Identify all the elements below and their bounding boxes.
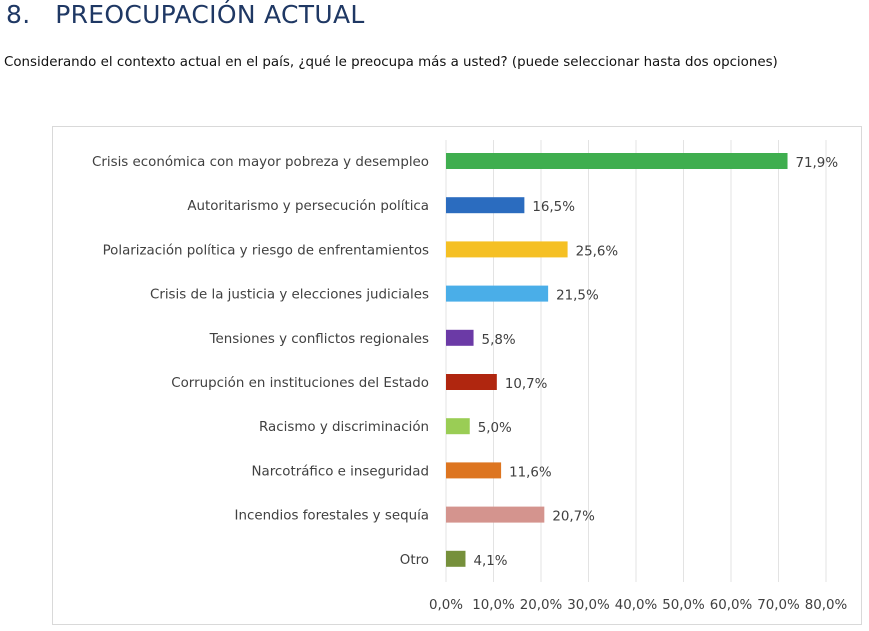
category-label: Otro	[400, 553, 429, 568]
data-label: 5,0%	[478, 421, 512, 436]
category-label: Corrupción en instituciones del Estado	[171, 375, 429, 391]
bar	[446, 329, 474, 346]
bar	[446, 153, 788, 169]
x-tick-label: 20,0%	[520, 598, 563, 613]
bar	[446, 462, 502, 479]
x-tick-label: 40,0%	[615, 598, 658, 613]
bar	[446, 241, 568, 258]
x-tick-label: 80,0%	[805, 598, 848, 613]
category-label: Incendios forestales y sequía	[235, 508, 429, 524]
data-label: 10,7%	[505, 377, 548, 392]
data-label: 5,8%	[482, 333, 516, 348]
data-label: 21,5%	[556, 289, 599, 304]
chart-frame	[52, 126, 862, 625]
data-label: 20,7%	[552, 510, 595, 525]
x-tick-label: 0,0%	[429, 598, 463, 613]
data-label: 25,6%	[576, 244, 619, 259]
category-label: Racismo y discriminación	[259, 419, 429, 435]
question-text: Considerando el contexto actual en el pa…	[4, 55, 778, 70]
bar	[446, 197, 525, 214]
bar	[446, 550, 466, 567]
category-label: Polarización política y riesgo de enfren…	[103, 242, 429, 258]
x-tick-label: 30,0%	[567, 598, 610, 613]
data-label: 16,5%	[532, 200, 575, 215]
page-title: 8. PREOCUPACIÓN ACTUAL	[6, 0, 365, 29]
category-label: Tensiones y conflictos regionales	[209, 332, 429, 347]
data-label: 11,6%	[509, 465, 552, 480]
category-label: Autoritarismo y persecución política	[187, 198, 429, 214]
x-tick-label: 60,0%	[710, 598, 753, 613]
data-label: 4,1%	[473, 554, 507, 569]
category-label: Crisis económica con mayor pobreza y des…	[92, 154, 429, 170]
bar	[446, 418, 470, 435]
category-label: Crisis de la justicia y elecciones judic…	[150, 288, 429, 303]
category-label: Narcotráfico e inseguridad	[251, 463, 429, 479]
bar	[446, 374, 497, 390]
bar	[446, 506, 545, 523]
x-tick-label: 70,0%	[757, 598, 800, 613]
data-label: 71,9%	[796, 156, 839, 171]
x-tick-label: 50,0%	[662, 598, 705, 613]
x-tick-label: 10,0%	[472, 598, 515, 613]
bar	[446, 285, 549, 302]
